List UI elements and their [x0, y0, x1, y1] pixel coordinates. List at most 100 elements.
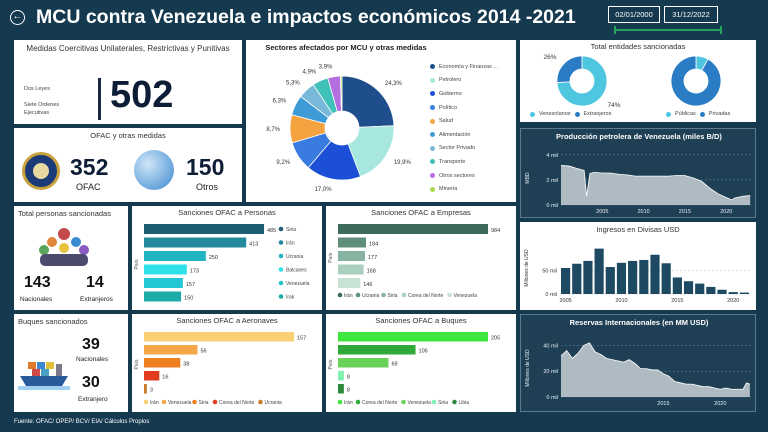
legend-extranjeros: Extranjeros — [583, 111, 612, 117]
legend-dot — [430, 145, 435, 151]
bar[interactable] — [144, 291, 182, 302]
bar[interactable] — [144, 237, 247, 248]
bar[interactable] — [338, 371, 344, 381]
pie-slice[interactable] — [556, 55, 608, 107]
legend-dot — [192, 399, 197, 405]
aeronaves-bar-chart[interactable]: País 157 56 38 16 3 Irán Venezuela Siria Corea de… — [132, 326, 322, 412]
personas-nacionales-value: 143 — [24, 274, 51, 291]
legend-item[interactable]: Minería — [430, 182, 514, 196]
bar-value-label: 106 — [419, 349, 428, 355]
bar[interactable] — [616, 262, 627, 294]
bar[interactable] — [594, 248, 604, 294]
legend-label: Venezuela — [408, 400, 432, 406]
back-icon[interactable]: ← — [10, 10, 25, 25]
bar[interactable] — [338, 251, 365, 261]
legend-dot — [430, 186, 435, 192]
divisas-bar-chart[interactable]: 0 mil 50 mil 2005 2010 2015 2020 Millones de U… — [520, 236, 756, 308]
date-to-field[interactable]: 31/12/2022 — [664, 6, 718, 23]
date-from-field[interactable]: 02/01/2000 — [608, 6, 660, 23]
bar[interactable] — [144, 224, 264, 234]
legend-label: Venezuela — [168, 400, 192, 406]
bar[interactable] — [706, 286, 716, 294]
bar[interactable] — [739, 292, 749, 294]
bar[interactable] — [338, 332, 488, 342]
bar[interactable] — [561, 268, 571, 294]
y-axis-label: País — [134, 259, 140, 270]
legend-label: Siria — [286, 227, 296, 233]
legend-item[interactable]: Alimentación — [430, 128, 514, 142]
sectores-card: Sectores afectados por MCU y otras medid… — [246, 40, 516, 202]
legend-item[interactable]: Político — [430, 101, 514, 115]
bar[interactable] — [338, 345, 416, 355]
bar[interactable] — [605, 267, 615, 294]
bar[interactable] — [144, 264, 187, 275]
bar[interactable] — [639, 259, 649, 294]
bar[interactable] — [338, 384, 344, 394]
bar-value-label: 184 — [369, 242, 378, 248]
legend-dot — [447, 292, 452, 298]
personas-bar-chart[interactable]: País 485 413 250 173 157 150 Siria Irán Ucrania Ba… — [132, 218, 322, 310]
buques-bar-chart[interactable]: País 205 106 69 8 8 Irán Corea del Norte Venezue… — [326, 326, 516, 412]
bar[interactable] — [628, 260, 638, 294]
legend-item[interactable]: Salud — [430, 114, 514, 128]
bar[interactable] — [338, 358, 389, 368]
bar[interactable] — [661, 263, 671, 294]
legend-dot — [401, 399, 406, 405]
bar[interactable] — [144, 332, 294, 342]
bar[interactable] — [144, 278, 183, 288]
legend-label: Economía y Finanzas ... — [439, 63, 498, 70]
bar[interactable] — [583, 260, 593, 294]
legend-label: Venezuela — [286, 281, 310, 287]
bar[interactable] — [144, 358, 181, 368]
entidades-tipo-donut[interactable]: 8%92% — [640, 52, 752, 110]
legend-label: Siria — [199, 400, 209, 406]
date-range-slider[interactable] — [614, 26, 722, 34]
pie-data-label: 74% — [608, 102, 621, 109]
bar-value-label: 205 — [491, 336, 500, 342]
empresas-bar-chart[interactable]: País 984 184 177 168 146 Irán Ucrania Siria Corea… — [326, 218, 516, 310]
pie-slice[interactable] — [341, 75, 395, 128]
bar[interactable] — [338, 264, 364, 275]
legend-item[interactable]: Gobierno — [430, 87, 514, 101]
pie-data-label: 4,9% — [302, 70, 316, 76]
buques-card: Buques sancionados 39 Nacionales 30 Extr… — [14, 314, 128, 412]
legend-dot — [278, 267, 284, 272]
legend-dot — [430, 91, 435, 97]
area-fill[interactable] — [561, 165, 751, 205]
bar[interactable] — [572, 263, 582, 294]
pie-slice[interactable] — [339, 75, 343, 112]
bar[interactable] — [717, 289, 727, 294]
legend-dot — [161, 399, 167, 405]
bar[interactable] — [144, 345, 198, 355]
bar[interactable] — [683, 281, 694, 294]
entidades-origen-donut[interactable]: 74% 26% — [524, 52, 634, 110]
bar[interactable] — [338, 278, 361, 288]
pie-slice[interactable] — [556, 55, 583, 83]
bar[interactable] — [695, 283, 705, 294]
reservas-area-chart[interactable]: 0 mil 20 mil 40 mil 2015 2020 Millones de USD — [521, 329, 755, 411]
bar[interactable] — [144, 384, 147, 394]
legend-dot — [355, 399, 361, 405]
bar[interactable] — [338, 224, 488, 234]
bar[interactable] — [650, 254, 660, 294]
legend-item[interactable]: Sector Privado — [430, 142, 514, 156]
bar[interactable] — [728, 292, 738, 294]
legend-dot — [431, 399, 437, 405]
legend-item[interactable]: Economía y Finanzas ... — [430, 60, 514, 74]
legend-item[interactable]: Petrolero — [430, 74, 514, 88]
bar[interactable] — [672, 277, 682, 294]
personas-extranjeros-label: Extranjeros — [80, 296, 113, 303]
sectores-donut-chart[interactable]: 24,3% 19,9% 17,0% 9,2% 8,7% 6,3% 5,3%4,9%3,9% — [246, 54, 436, 200]
bar[interactable] — [144, 251, 206, 261]
bar[interactable] — [144, 371, 160, 381]
petroleo-area-chart[interactable]: 0 mil 2 mil 4 mil 2005 2010 2015 2020 MBD — [521, 143, 755, 217]
legend-item[interactable]: Transporte — [430, 155, 514, 169]
legend-dot — [430, 132, 435, 138]
empresas-bars-title: Sanciones OFAC a Empresas — [371, 208, 471, 217]
legend-dot — [258, 399, 263, 405]
legend-item[interactable]: Otros sectores — [430, 169, 514, 183]
pie-slice[interactable] — [670, 55, 722, 107]
y-axis-label: Millones de USD — [525, 349, 531, 387]
bar[interactable] — [338, 237, 367, 248]
buques-nacionales-label: Nacionales — [76, 356, 109, 363]
